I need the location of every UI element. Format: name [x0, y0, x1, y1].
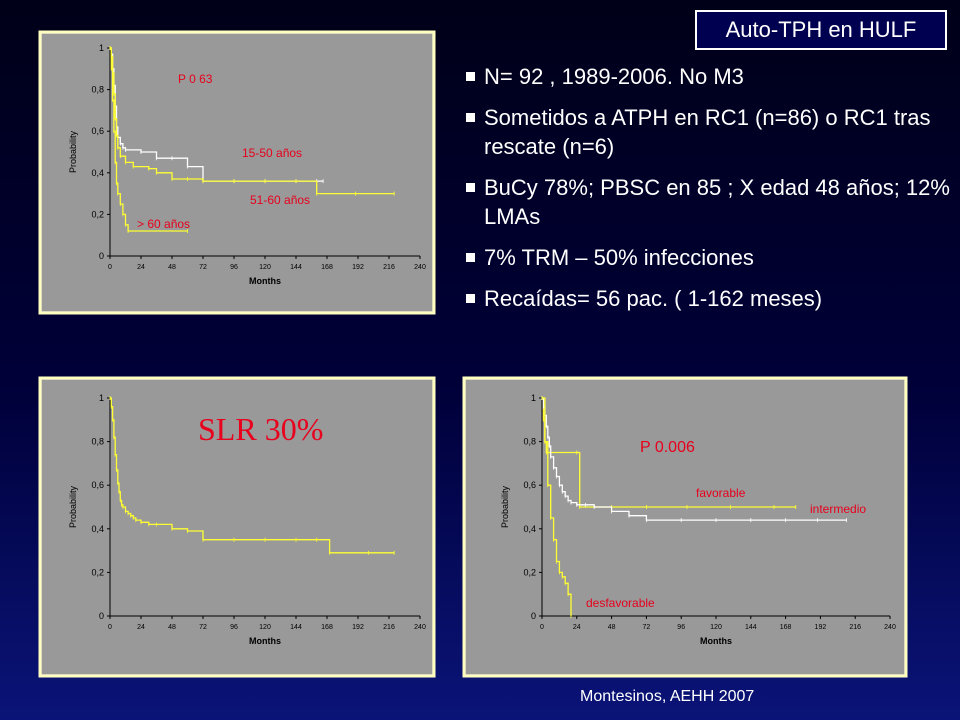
y-tick-label: 0 [99, 251, 104, 261]
x-axis-title: Months [700, 636, 732, 646]
chart-slr-svg: SLR 30% 0 24 48 72 96 120 144 168 192 216 240 0 0,2 0… [38, 376, 436, 678]
series-label-desfavorable: desfavorable [586, 596, 655, 610]
x-tick-label: 48 [168, 264, 176, 271]
series-line-2 [110, 47, 395, 195]
y-tick-label: 0,2 [523, 567, 536, 577]
bullet-text: N= 92 , 1989-2006. No M3 [484, 64, 744, 89]
p-value-label: P 0.006 [640, 439, 695, 456]
x-tick-label: 48 [608, 624, 616, 631]
x-axis-title: Months [249, 276, 281, 286]
bullet-square-icon [466, 253, 475, 262]
x-tick-label: 240 [884, 624, 896, 631]
x-tick-label: 24 [137, 624, 145, 631]
chart-background [42, 380, 432, 674]
y-axis-title: Probability [68, 485, 78, 528]
x-axis-title: Months [249, 636, 281, 646]
y-tick-label: 0,2 [91, 209, 104, 219]
y-tick-label: 1 [99, 393, 104, 403]
x-tick-label: 144 [745, 624, 757, 631]
x-tick-label: 216 [849, 624, 861, 631]
x-tick-label: 168 [321, 264, 333, 271]
y-axis-title: Probability [500, 485, 510, 528]
bullet-item: Sometidos a ATPH en RC1 (n=86) o RC1 tra… [462, 103, 952, 161]
y-tick-label: 0,4 [523, 524, 536, 534]
x-tick-label: 24 [573, 624, 581, 631]
x-tick-label: 192 [815, 624, 827, 631]
chart-background [466, 380, 904, 674]
x-tick-label: 96 [230, 264, 238, 271]
bullet-item: BuCy 78%; PBSC en 85 ; X edad 48 años; 1… [462, 173, 952, 231]
x-tick-label: 48 [168, 624, 176, 631]
x-tick-label: 240 [414, 264, 426, 271]
x-tick-label: 120 [259, 624, 271, 631]
bullet-text: Recaídas= 56 pac. ( 1-162 meses) [484, 286, 823, 311]
km-chart-slr: SLR 30% 0 24 48 72 96 120 144 168 192 216 240 0 0,2 0… [38, 376, 436, 678]
x-tick-label: 144 [290, 264, 302, 271]
series-label-15-50: 15-50 años [242, 146, 302, 160]
km-chart-age: P 0 63 15-50 años 51-60 años > 60 años 0… [38, 30, 436, 315]
x-tick-label: 96 [677, 624, 685, 631]
x-tick-label: 240 [414, 624, 426, 631]
x-tick-label: 192 [352, 624, 364, 631]
x-tick-label: 168 [780, 624, 792, 631]
bullet-square-icon [466, 72, 475, 81]
y-tick-label: 1 [531, 393, 536, 403]
series-label-intermedio: intermedio [810, 502, 866, 516]
x-tick-label: 216 [383, 624, 395, 631]
x-tick-label: 216 [383, 264, 395, 271]
x-tick-label: 144 [290, 624, 302, 631]
bullet-item: Recaídas= 56 pac. ( 1-162 meses) [462, 284, 952, 313]
bullet-item: N= 92 , 1989-2006. No M3 [462, 62, 952, 91]
bullet-text: Sometidos a ATPH en RC1 (n=86) o RC1 tra… [484, 105, 931, 159]
y-tick-label: 0,8 [91, 85, 104, 95]
y-tick-label: 0 [99, 611, 104, 621]
y-tick-label: 0,6 [523, 480, 536, 490]
x-tick-label: 96 [230, 624, 238, 631]
p-value-label: P 0 63 [178, 72, 213, 86]
y-axis-title: Probability [68, 130, 78, 173]
x-tick-label: 120 [259, 264, 271, 271]
y-tick-label: 0 [531, 611, 536, 621]
x-tick-label: 120 [710, 624, 722, 631]
x-tick-label: 168 [321, 624, 333, 631]
series-line-1 [542, 397, 796, 508]
slide-title: Auto-TPH en HULF [695, 10, 947, 50]
x-tick-label: 0 [540, 624, 544, 631]
y-tick-label: 0,8 [523, 437, 536, 447]
x-tick-label: 72 [643, 624, 651, 631]
bullet-square-icon [466, 294, 475, 303]
source-credit: Montesinos, AEHH 2007 [580, 688, 755, 705]
y-tick-label: 0,4 [91, 168, 104, 178]
bullet-square-icon [466, 183, 475, 192]
series-line-3 [110, 47, 188, 232]
chart-age-svg: P 0 63 15-50 años 51-60 años > 60 años 0… [38, 30, 436, 315]
slr-annotation: SLR 30% [198, 411, 323, 447]
y-tick-label: 1 [99, 43, 104, 53]
bullet-list: N= 92 , 1989-2006. No M3 Sometidos a ATP… [462, 62, 952, 325]
y-tick-label: 0,8 [91, 437, 104, 447]
y-tick-label: 0,2 [91, 567, 104, 577]
bullet-text: 7% TRM – 50% infecciones [484, 245, 754, 270]
y-tick-label: 0,6 [91, 480, 104, 490]
x-tick-label: 72 [199, 624, 207, 631]
x-tick-label: 24 [137, 264, 145, 271]
x-tick-label: 0 [108, 264, 112, 271]
chart-cytogenetics-svg: P 0.006 favorable intermedio desfavorabl… [462, 376, 908, 678]
x-tick-label: 192 [352, 264, 364, 271]
series-label-favorable: favorable [696, 486, 746, 500]
x-tick-label: 72 [199, 264, 207, 271]
y-tick-label: 0,6 [91, 126, 104, 136]
series-label-51-60: 51-60 años [250, 193, 310, 207]
series-line-2 [542, 397, 847, 521]
x-tick-label: 0 [108, 624, 112, 631]
bullet-item: 7% TRM – 50% infecciones [462, 243, 952, 272]
series-label-over-60: > 60 años [137, 217, 190, 231]
km-chart-cytogenetics: P 0.006 favorable intermedio desfavorabl… [462, 376, 908, 678]
y-tick-label: 0,4 [91, 524, 104, 534]
bullet-square-icon [466, 113, 475, 122]
bullet-text: BuCy 78%; PBSC en 85 ; X edad 48 años; 1… [484, 175, 950, 229]
